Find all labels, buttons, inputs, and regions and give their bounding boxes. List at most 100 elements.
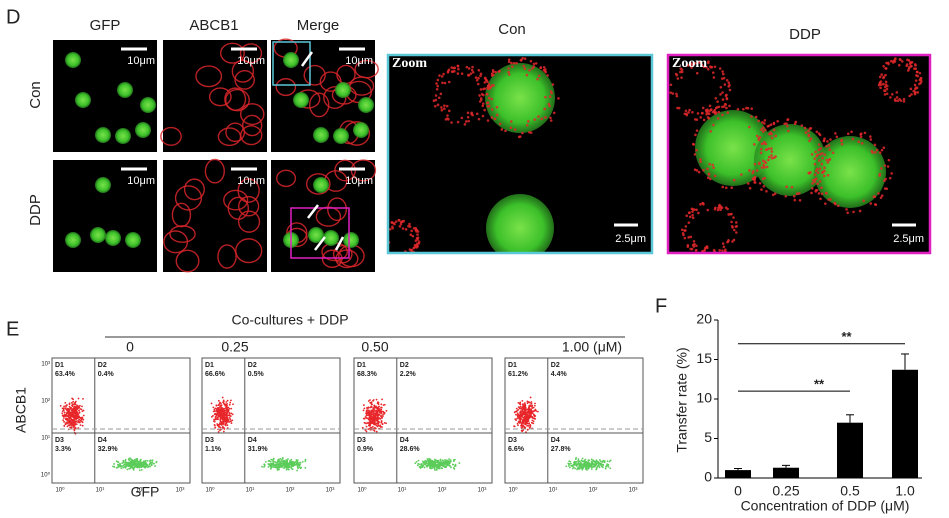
- membrane-dot: [382, 246, 385, 249]
- membrane-dot: [822, 139, 826, 143]
- cell-membrane: [234, 70, 255, 90]
- cell-event: [221, 410, 224, 413]
- cell-event: [119, 465, 122, 468]
- membrane-dot: [767, 147, 771, 151]
- membrane-dot: [395, 255, 398, 258]
- cell-membrane: [217, 127, 242, 147]
- cell-event: [68, 411, 70, 414]
- membrane-dot: [493, 117, 497, 121]
- cell-event: [438, 467, 441, 470]
- zoom-micrograph: Zoom 2.5μm: [382, 53, 654, 259]
- quadrant-percent: 28.6%: [400, 446, 421, 453]
- cell-event: [524, 423, 527, 425]
- cell-event: [530, 411, 532, 414]
- error-bar: [846, 414, 854, 423]
- cell-membrane: [327, 197, 348, 221]
- membrane-dot: [765, 165, 769, 169]
- cell-event: [370, 405, 373, 408]
- membrane-dot: [813, 178, 817, 181]
- cell-event: [65, 421, 68, 424]
- cell-event: [287, 468, 290, 471]
- membrane-dot: [396, 256, 399, 259]
- micrograph: 10μm: [271, 159, 377, 272]
- membrane-dot: [722, 245, 726, 249]
- membrane-dot: [761, 130, 765, 133]
- cell-event: [153, 462, 155, 465]
- membrane-dot: [470, 68, 474, 72]
- cell-event: [447, 461, 449, 464]
- membrane-dot: [785, 122, 788, 125]
- cell-event: [450, 466, 452, 469]
- column-heading: GFP: [90, 17, 121, 34]
- cell-event: [116, 466, 119, 469]
- cell-event: [76, 412, 79, 414]
- membrane-dot: [474, 76, 478, 79]
- cell-event: [146, 463, 149, 466]
- cell-event: [530, 415, 533, 418]
- x-tick-label: 10²: [136, 488, 145, 494]
- membrane-dot: [776, 119, 779, 123]
- cell-event: [126, 468, 129, 471]
- cell-event: [219, 402, 222, 405]
- cell-event: [568, 460, 571, 463]
- cell-event: [284, 464, 287, 467]
- cell-event: [64, 401, 67, 404]
- cell-event: [514, 418, 517, 421]
- cell-event: [585, 462, 588, 465]
- gfp-cell: [754, 124, 826, 196]
- cell-event: [527, 401, 530, 404]
- membrane-dot: [687, 221, 691, 224]
- quadrant-percent: 0.9%: [357, 446, 374, 453]
- membrane-dot: [908, 94, 911, 98]
- cell-event: [374, 427, 377, 430]
- membrane-dot: [761, 121, 764, 124]
- membrane-dot: [697, 170, 701, 174]
- cell-event: [73, 429, 76, 432]
- membrane-dot: [484, 77, 487, 80]
- membrane-dot: [823, 137, 826, 140]
- membrane-dot: [412, 226, 416, 230]
- membrane-dot: [727, 81, 731, 85]
- cell-event: [570, 462, 572, 465]
- cell-event: [519, 418, 522, 421]
- membrane-dot: [440, 75, 444, 78]
- cell-membrane: [239, 103, 265, 126]
- membrane-dot: [773, 192, 777, 196]
- membrane-dot: [880, 167, 883, 170]
- y-tick-label: 20: [696, 311, 712, 327]
- membrane-dot: [548, 95, 552, 99]
- membrane-dot: [709, 255, 712, 258]
- cell-event: [426, 464, 429, 467]
- cell-event: [604, 467, 607, 470]
- gfp-cell: [90, 227, 106, 243]
- membrane-dot: [885, 84, 889, 88]
- cell-event: [273, 463, 276, 466]
- membrane-dot: [705, 66, 708, 69]
- cell-event: [429, 467, 431, 470]
- cell-event: [122, 466, 125, 469]
- membrane-dot: [694, 133, 697, 137]
- cell-event: [580, 459, 583, 462]
- cell-event: [214, 413, 217, 416]
- cell-event: [523, 416, 526, 419]
- membrane-dot: [482, 87, 485, 91]
- cell-event: [135, 460, 138, 463]
- cell-event: [267, 460, 270, 462]
- cell-event: [146, 460, 149, 462]
- membrane-dot: [722, 72, 725, 76]
- cell-event: [414, 462, 417, 465]
- membrane-dot: [443, 81, 447, 85]
- membrane-dot: [767, 158, 770, 162]
- membrane-dot: [528, 68, 531, 72]
- cell-event: [587, 459, 590, 462]
- cell-event: [301, 460, 304, 463]
- cell-event: [434, 469, 436, 471]
- membrane-dot: [899, 99, 903, 102]
- membrane-dot: [770, 136, 774, 140]
- cell-event: [292, 461, 295, 464]
- membrane-dot: [436, 103, 440, 107]
- cell-membrane: [237, 195, 260, 217]
- cell-event: [124, 458, 127, 461]
- membrane-dot: [748, 169, 751, 172]
- cell-event: [580, 465, 583, 468]
